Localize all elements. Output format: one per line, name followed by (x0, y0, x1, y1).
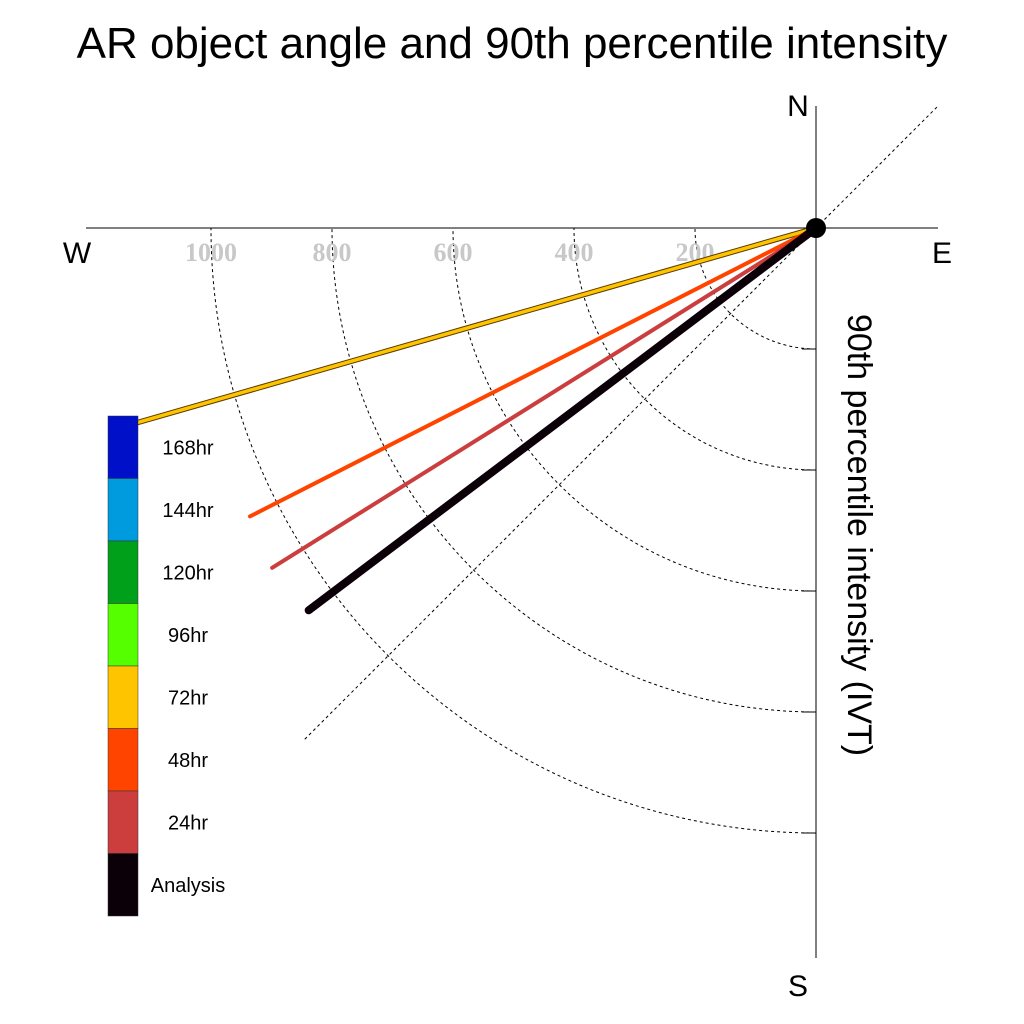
legend-swatch (107, 540, 139, 604)
series-vector (304, 224, 820, 615)
legend-label: 24hr (168, 812, 208, 834)
legend-swatch (107, 603, 139, 667)
legend-label: 96hr (168, 625, 208, 647)
compass-south-label: S (788, 970, 808, 1003)
range-ring-1 (573, 227, 817, 471)
ne-diagonal-line (815, 105, 939, 229)
radial-tick-label: 400 (555, 238, 594, 267)
compass-east-label: E (932, 237, 952, 270)
legend-swatch (107, 478, 139, 542)
series-vector (247, 226, 818, 519)
legend: 168hr 144hr 120hr 96hr 72hr 48hr 24hr Analysis (107, 415, 225, 917)
legend-label: 144hr (162, 500, 213, 522)
legend-label: 72hr (168, 687, 208, 709)
legend-swatch (107, 415, 139, 479)
origin-point (806, 218, 826, 238)
compass-west-label: W (63, 237, 92, 270)
legend-label: 168hr (162, 437, 213, 459)
range-ring-4 (210, 227, 817, 834)
radial-tick-label: 600 (434, 238, 473, 267)
range-ring-3 (331, 227, 817, 713)
legend-swatch (107, 665, 139, 729)
chart-title: AR object angle and 90th percentile inte… (77, 19, 948, 68)
range-ring-0 (694, 227, 817, 350)
axes-layer (86, 105, 939, 958)
series-layer (121, 224, 820, 615)
series-vector (122, 226, 818, 429)
series-vector (270, 226, 818, 570)
compass-north-label: N (787, 90, 809, 123)
legend-label: 120hr (162, 562, 213, 584)
legend-label: Analysis (151, 875, 225, 897)
sw-diagonal-line (302, 227, 817, 742)
legend-swatch (107, 853, 139, 917)
radial-tick-label: 800 (313, 238, 352, 267)
legend-swatch (107, 728, 139, 792)
legend-swatch (107, 790, 139, 854)
grid-layer (210, 227, 817, 834)
radial-tick-label: 1000 (185, 238, 237, 267)
legend-label: 48hr (168, 750, 208, 772)
radial-axis-label: 90th percentile intensity (IVT) (840, 314, 878, 756)
